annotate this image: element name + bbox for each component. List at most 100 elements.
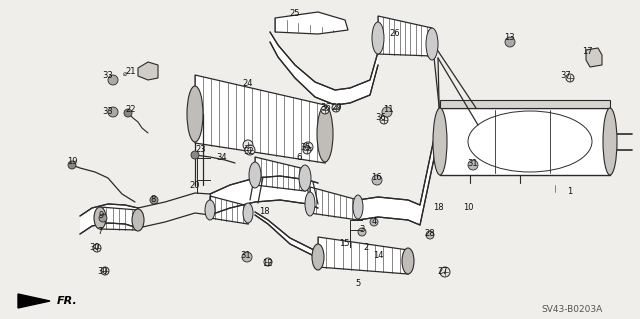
- Ellipse shape: [249, 162, 261, 188]
- Circle shape: [468, 160, 478, 170]
- Polygon shape: [318, 237, 408, 274]
- Text: 23: 23: [196, 145, 206, 153]
- Text: 31: 31: [468, 159, 478, 167]
- Circle shape: [101, 267, 109, 275]
- Text: 22: 22: [125, 106, 136, 115]
- Ellipse shape: [372, 22, 384, 54]
- Text: 31: 31: [241, 251, 252, 261]
- Circle shape: [245, 145, 255, 155]
- Text: 36: 36: [376, 114, 387, 122]
- Ellipse shape: [468, 111, 592, 172]
- Polygon shape: [100, 207, 138, 230]
- Polygon shape: [268, 220, 290, 244]
- Polygon shape: [440, 100, 610, 108]
- Circle shape: [370, 218, 378, 226]
- Polygon shape: [358, 197, 378, 220]
- Text: 17: 17: [582, 48, 592, 56]
- Polygon shape: [255, 157, 305, 191]
- Circle shape: [303, 146, 311, 154]
- Text: 12: 12: [262, 258, 272, 268]
- Circle shape: [242, 252, 252, 262]
- Polygon shape: [255, 212, 268, 224]
- Text: 21: 21: [125, 68, 136, 77]
- Polygon shape: [290, 238, 318, 258]
- Ellipse shape: [312, 244, 324, 270]
- Polygon shape: [378, 197, 408, 220]
- Ellipse shape: [205, 200, 215, 220]
- Ellipse shape: [187, 86, 203, 142]
- Polygon shape: [270, 32, 278, 57]
- Polygon shape: [335, 88, 350, 105]
- Text: 7: 7: [97, 226, 102, 235]
- Polygon shape: [420, 110, 440, 225]
- Circle shape: [566, 74, 574, 82]
- Circle shape: [382, 107, 392, 117]
- Polygon shape: [195, 75, 325, 163]
- Text: 13: 13: [504, 33, 515, 42]
- Text: 24: 24: [243, 78, 253, 87]
- Circle shape: [243, 140, 253, 150]
- Polygon shape: [308, 180, 318, 208]
- Polygon shape: [210, 196, 248, 224]
- Circle shape: [93, 244, 101, 252]
- Circle shape: [108, 107, 118, 117]
- Text: 28: 28: [425, 228, 435, 238]
- Circle shape: [150, 196, 158, 204]
- Text: 2: 2: [364, 242, 369, 251]
- Polygon shape: [275, 12, 348, 34]
- Circle shape: [264, 258, 272, 266]
- Circle shape: [303, 142, 313, 152]
- Ellipse shape: [433, 108, 447, 175]
- Circle shape: [99, 214, 107, 222]
- Text: FR.: FR.: [57, 296, 77, 306]
- Text: 18: 18: [433, 203, 444, 211]
- Circle shape: [426, 231, 434, 239]
- Text: 5: 5: [355, 279, 360, 288]
- Ellipse shape: [299, 165, 311, 191]
- Ellipse shape: [402, 248, 414, 274]
- Polygon shape: [18, 294, 50, 308]
- Polygon shape: [92, 204, 108, 226]
- Text: 34: 34: [217, 152, 227, 161]
- Text: 19: 19: [67, 158, 77, 167]
- Text: 1: 1: [568, 188, 573, 197]
- Ellipse shape: [317, 106, 333, 162]
- Text: 3: 3: [359, 226, 365, 234]
- Text: 33: 33: [102, 108, 113, 116]
- Circle shape: [380, 116, 388, 124]
- Polygon shape: [586, 48, 602, 67]
- Text: 10: 10: [463, 204, 473, 212]
- Text: 4: 4: [371, 218, 376, 226]
- Circle shape: [191, 151, 199, 159]
- Text: 18: 18: [259, 206, 269, 216]
- Text: 11: 11: [383, 106, 393, 115]
- Text: 14: 14: [372, 250, 383, 259]
- Ellipse shape: [353, 195, 363, 219]
- Ellipse shape: [94, 207, 106, 229]
- Polygon shape: [378, 16, 432, 56]
- Text: 26: 26: [390, 28, 400, 38]
- Polygon shape: [408, 200, 420, 225]
- Polygon shape: [310, 187, 358, 220]
- Ellipse shape: [305, 192, 315, 216]
- Text: 27: 27: [438, 266, 448, 276]
- Polygon shape: [370, 52, 378, 95]
- Circle shape: [321, 106, 329, 114]
- Ellipse shape: [426, 28, 438, 60]
- Polygon shape: [315, 82, 335, 105]
- Circle shape: [358, 228, 366, 236]
- Text: 35: 35: [301, 144, 311, 152]
- Circle shape: [332, 104, 340, 112]
- Polygon shape: [108, 204, 125, 224]
- Ellipse shape: [603, 108, 617, 175]
- Text: 36: 36: [321, 103, 332, 113]
- Text: 29: 29: [332, 102, 342, 112]
- Text: 37: 37: [561, 71, 572, 80]
- Polygon shape: [278, 45, 295, 78]
- Text: 9: 9: [99, 211, 104, 220]
- Circle shape: [372, 175, 382, 185]
- Text: 33: 33: [102, 71, 113, 80]
- Polygon shape: [280, 176, 308, 204]
- Text: 30: 30: [90, 243, 100, 253]
- Circle shape: [108, 75, 118, 85]
